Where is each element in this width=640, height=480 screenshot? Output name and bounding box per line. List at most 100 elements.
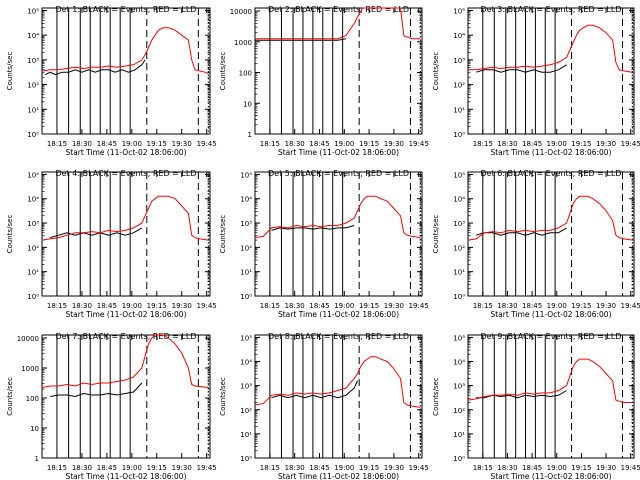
panel-det-8: Det 8: BLACK = Events, RED = LLD 10⁰ 10¹ 10… (219, 332, 429, 480)
x-axis-label: Start Time (11-Oct-02 18:06:00) (65, 148, 186, 157)
x-tick-label: 19:15 (147, 140, 167, 148)
panel-det-3: Det 3: BLACK = Events, RED = LLD 10⁰ 10¹ 10… (432, 5, 640, 157)
x-tick-label: 18:45 (309, 464, 329, 472)
y-tick-label: 10¹ (453, 431, 465, 439)
plot-frame (41, 171, 211, 297)
y-tick-label: 10³ (453, 383, 465, 391)
series-lld (41, 334, 209, 388)
x-tick-label: 18:30 (285, 302, 305, 310)
y-tick-label: 10⁵ (27, 171, 39, 179)
series-lld (467, 195, 633, 241)
panel-det-1: Det 1: BLACK = Events, RED = LLD 10⁰ 10¹ 10… (6, 5, 217, 157)
y-tick-label: 10⁵ (453, 334, 465, 342)
x-tick-label: 19:00 (122, 140, 142, 148)
y-tick-label: 10² (240, 407, 252, 415)
x-tick-label: 19:00 (547, 140, 567, 148)
x-tick-label: 19:15 (571, 302, 591, 310)
plot-frame (254, 334, 423, 459)
panel-title: Det 3: BLACK = Events, RED = LLD (481, 5, 622, 14)
x-tick-label: 19:00 (334, 464, 354, 472)
series-lld (41, 27, 209, 74)
x-tick-label: 18:30 (72, 464, 92, 472)
series-lld (467, 358, 633, 403)
y-tick-label: 10⁵ (240, 334, 252, 342)
y-tick-label: 100 (26, 395, 39, 403)
y-tick-label: 10² (453, 82, 465, 90)
plot-frame (41, 334, 211, 459)
y-tick-label: 10⁰ (453, 455, 465, 463)
x-tick-label: 18:15 (260, 464, 280, 472)
y-axis-label: Counts/sec (219, 52, 227, 91)
panel-title: Det 5: BLACK = Events, RED = LLD (268, 169, 409, 178)
y-tick-label: 1 (35, 455, 39, 463)
x-tick-label: 18:30 (497, 464, 517, 472)
y-tick-label: 10¹ (453, 269, 465, 277)
x-tick-label: 19:45 (409, 302, 429, 310)
x-tick-label: 19:00 (122, 464, 142, 472)
x-tick-label: 18:30 (72, 140, 92, 148)
plot-frame (467, 334, 635, 459)
y-tick-label: 1000 (234, 39, 252, 47)
x-axis-label: Start Time (11-Oct-02 18:06:00) (490, 472, 611, 480)
y-axis-label: Counts/sec (6, 52, 14, 91)
y-tick-label: 10² (453, 407, 465, 415)
x-tick-label: 19:45 (621, 140, 640, 148)
y-tick-label: 10000 (230, 8, 252, 16)
y-tick-label: 10⁴ (27, 32, 39, 40)
y-axis-label: Counts/sec (219, 215, 227, 254)
x-tick-label: 18:30 (497, 140, 517, 148)
series-lld (254, 195, 421, 239)
x-tick-label: 19:45 (197, 464, 217, 472)
plot-frame (467, 7, 635, 135)
x-tick-label: 18:15 (47, 464, 67, 472)
x-tick-label: 19:45 (621, 302, 640, 310)
y-tick-label: 10² (453, 244, 465, 252)
x-tick-label: 18:15 (473, 140, 493, 148)
x-tick-label: 19:45 (197, 302, 217, 310)
y-tick-label: 10³ (27, 57, 39, 65)
x-tick-label: 18:15 (47, 140, 67, 148)
x-tick-label: 19:00 (547, 464, 567, 472)
series-lld (41, 195, 209, 241)
x-axis-label: Start Time (11-Oct-02 18:06:00) (278, 310, 399, 319)
y-tick-label: 10³ (27, 220, 39, 228)
x-tick-label: 18:45 (97, 464, 117, 472)
y-tick-label: 10⁰ (240, 455, 252, 463)
y-axis-label: Counts/sec (432, 215, 440, 254)
y-tick-label: 1 (248, 131, 252, 139)
panel-title: Det 6: BLACK = Events, RED = LLD (481, 169, 622, 178)
series-events (271, 380, 358, 399)
x-tick-label: 18:45 (97, 302, 117, 310)
x-tick-label: 18:45 (309, 140, 329, 148)
panel-det-9: Det 9: BLACK = Events, RED = LLD 10⁰ 10¹ 10… (432, 332, 640, 480)
series-events (50, 382, 143, 398)
panel-title: Det 1: BLACK = Events, RED = LLD (56, 5, 197, 14)
x-tick-label: 18:15 (473, 302, 493, 310)
series-events (50, 227, 143, 239)
x-axis-label: Start Time (11-Oct-02 18:06:00) (278, 148, 399, 157)
y-tick-label: 10⁰ (240, 293, 252, 301)
y-tick-label: 10⁴ (27, 196, 39, 204)
x-tick-label: 18:45 (97, 140, 117, 148)
y-axis-label: Counts/sec (432, 52, 440, 91)
x-tick-label: 19:15 (571, 140, 591, 148)
series-events (476, 227, 567, 236)
x-tick-label: 19:30 (384, 464, 404, 472)
panel-det-6: Det 6: BLACK = Events, RED = LLD 10⁰ 10¹ 10… (432, 169, 640, 319)
x-tick-label: 18:30 (285, 140, 305, 148)
y-axis-label: Counts/sec (6, 377, 14, 416)
x-tick-label: 18:30 (285, 464, 305, 472)
y-tick-label: 10² (27, 82, 39, 90)
y-axis-label: Counts/sec (6, 215, 14, 254)
y-tick-label: 10⁴ (240, 196, 252, 204)
y-tick-label: 1000 (21, 365, 39, 373)
y-tick-label: 10³ (453, 57, 465, 65)
series-events (45, 59, 146, 76)
x-tick-label: 19:00 (547, 302, 567, 310)
plot-frame (467, 171, 635, 297)
x-axis-label: Start Time (11-Oct-02 18:06:00) (490, 310, 611, 319)
x-tick-label: 19:30 (596, 140, 616, 148)
series-events (271, 225, 355, 231)
y-tick-label: 10¹ (27, 269, 39, 277)
plot-frame (254, 7, 423, 135)
